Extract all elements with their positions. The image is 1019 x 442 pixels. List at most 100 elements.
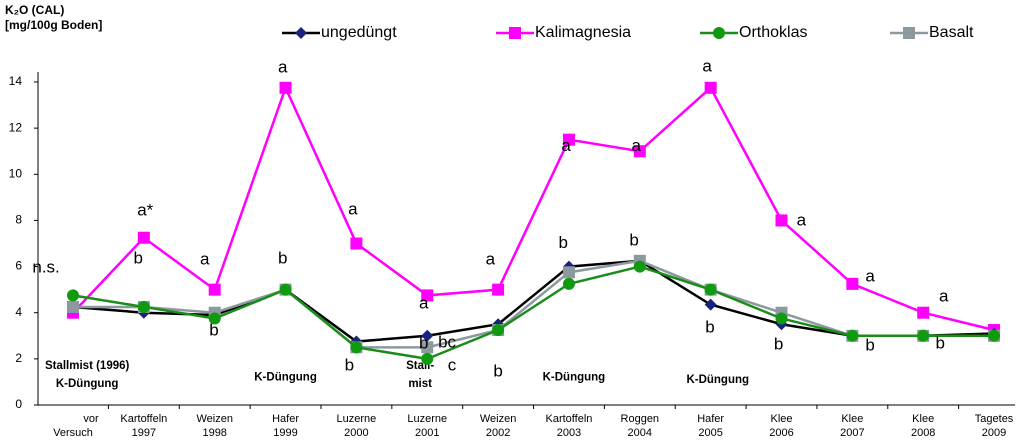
y-tick-label: 6 [15,259,22,273]
annotation: a [278,58,288,77]
y-tick-label: 8 [15,213,22,227]
y-tick-label: 2 [15,351,22,365]
annotation: a [200,249,210,268]
annotation: b [345,355,354,374]
x-tick-label: Roggen [621,413,660,425]
y-tick-label: 10 [9,166,23,180]
annotation: b [865,335,874,354]
point [562,133,575,146]
x-tick-label: 1997 [132,427,156,439]
x-tick-label: 2009 [982,427,1006,439]
note: K-Düngung [686,374,749,386]
point [350,341,363,354]
legend-marker [713,27,725,39]
annotation: a [486,249,496,268]
x-tick-label: Weizen [196,413,232,425]
annotation: a [348,200,358,219]
legend-label: Basalt [929,24,974,41]
annotation: b [493,361,502,380]
point [421,341,434,354]
point [208,312,221,325]
x-tick-label: Hafer [697,413,724,425]
annotation: a [632,136,642,155]
annotation: b [419,334,428,353]
x-tick-label: Tagetes [975,413,1014,425]
annotation: b [935,334,944,353]
point [421,289,434,302]
x-tick-label: Klee [912,413,934,425]
annotation: n.s. [32,257,59,276]
x-tick-label: 2000 [344,427,368,439]
point [704,283,717,296]
x-tick-label: vor [83,413,99,425]
note: Stallmist (1996) [45,360,130,372]
x-tick-label: Klee [770,413,792,425]
point [421,352,434,365]
point [492,283,505,296]
annotation: b [209,321,218,340]
series-line [72,265,995,361]
legend-marker [509,27,521,39]
annotation: b [133,248,142,267]
annotation: b [705,317,714,336]
legend-label: ungedüngt [321,24,397,41]
x-tick-label: 2003 [557,427,581,439]
y-tick-label: 4 [15,305,22,319]
x-tick-label: Luzerne [407,413,447,425]
annotation: a [419,293,429,312]
point [137,300,150,313]
point [421,329,434,342]
y-tick-label: 14 [9,74,23,88]
x-tick-label: 2001 [415,427,439,439]
annotation: a [797,210,807,229]
annotation: b [774,334,783,353]
x-tick-label: 2008 [911,427,935,439]
legend-marker [295,27,307,39]
x-tick-label: 2004 [628,427,652,439]
x-tick-label: Kartoffeln [546,413,593,425]
note: K-Düngung [254,371,317,383]
x-tick-label: 1998 [202,427,226,439]
note: mist [408,378,432,390]
point [562,277,575,290]
point [988,329,1001,342]
note: K-Düngung [543,371,606,383]
annotation: c [448,355,457,374]
annotation: a [939,287,949,306]
legend-label: Kalimagnesia [535,24,631,41]
annotation: a [865,266,875,285]
x-tick-label: 1999 [273,427,297,439]
annotation: a [561,136,571,155]
x-tick-label: Weizen [480,413,516,425]
point [917,329,930,342]
x-tick-label: Versuch [53,427,93,439]
x-tick-label: Klee [841,413,863,425]
point [67,289,79,302]
point [67,300,79,313]
series-line [72,84,995,332]
y-axis-label: K₂O (CAL) [5,3,64,17]
point [137,231,150,244]
annotation: a [702,56,712,75]
annotation: b [629,231,638,250]
point [704,81,717,94]
x-tick-label: Kartoffeln [120,413,167,425]
point [208,283,221,296]
point [633,260,646,273]
x-tick-label: 2006 [769,427,793,439]
point [350,237,363,250]
point [633,145,646,158]
x-tick-label: 2002 [486,427,510,439]
x-tick-label: 2005 [698,427,722,439]
x-tick-label: Luzerne [337,413,377,425]
point [917,306,930,319]
point [492,324,505,337]
annotation: a* [137,201,153,220]
x-tick-label: 2007 [840,427,864,439]
legend-label: Orthoklas [739,24,807,41]
point [279,81,292,94]
y-tick-label: 0 [15,397,22,411]
point [846,329,859,342]
point [562,266,575,279]
